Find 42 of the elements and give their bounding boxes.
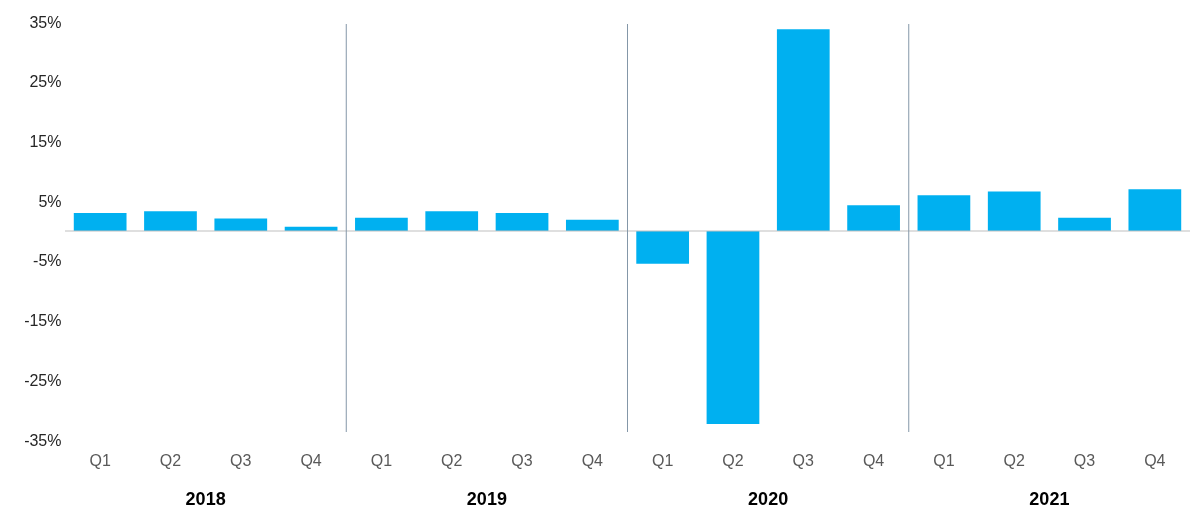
x-tick-label: Q3 bbox=[1073, 451, 1096, 469]
text: 2021 bbox=[1029, 489, 1070, 509]
bar bbox=[987, 191, 1041, 231]
x-tick-label: Q4 bbox=[581, 451, 604, 469]
bar bbox=[425, 211, 479, 231]
y-tick-label: 5% bbox=[38, 192, 62, 210]
bar bbox=[776, 29, 830, 231]
bar bbox=[1128, 189, 1182, 231]
x-tick-label: Q3 bbox=[792, 451, 815, 469]
bar bbox=[917, 195, 971, 231]
x-tick-label: Q4 bbox=[300, 451, 322, 469]
bar bbox=[144, 211, 197, 231]
text: 2018 bbox=[185, 489, 226, 509]
bar bbox=[355, 217, 408, 231]
bar bbox=[847, 205, 900, 231]
y-tick-label: 35% bbox=[29, 13, 62, 31]
y-tick-label: 15% bbox=[29, 132, 62, 150]
y-tick-label: -5% bbox=[33, 252, 62, 270]
x-tick-label: Q3 bbox=[230, 451, 252, 469]
x-tick-label: Q1 bbox=[651, 451, 674, 469]
x-tick-label: Q3 bbox=[511, 451, 533, 469]
text: 2019 bbox=[466, 489, 507, 509]
x-tick-label: Q4 bbox=[862, 451, 885, 469]
y-tick-label: 25% bbox=[29, 73, 62, 91]
y-tick-label: -35% bbox=[24, 431, 62, 449]
text: 2020 bbox=[748, 489, 789, 509]
x-tick-label: Q2 bbox=[159, 451, 182, 469]
x-tick-label: Q4 bbox=[1144, 451, 1166, 469]
x-tick-label: Q2 bbox=[441, 451, 463, 469]
bar bbox=[706, 231, 760, 424]
x-tick-label: Q1 bbox=[933, 451, 955, 469]
bar bbox=[636, 231, 690, 264]
y-tick-label: -25% bbox=[24, 371, 62, 389]
x-tick-label: Q1 bbox=[370, 451, 393, 469]
bar bbox=[1058, 217, 1111, 231]
bar bbox=[214, 218, 268, 231]
x-tick-label: Q2 bbox=[1003, 451, 1025, 469]
x-tick-label: Q1 bbox=[89, 451, 111, 469]
x-tick-label: Q2 bbox=[722, 451, 744, 469]
bar bbox=[495, 213, 549, 231]
y-tick-label: -15% bbox=[24, 312, 62, 330]
bar bbox=[73, 213, 127, 231]
